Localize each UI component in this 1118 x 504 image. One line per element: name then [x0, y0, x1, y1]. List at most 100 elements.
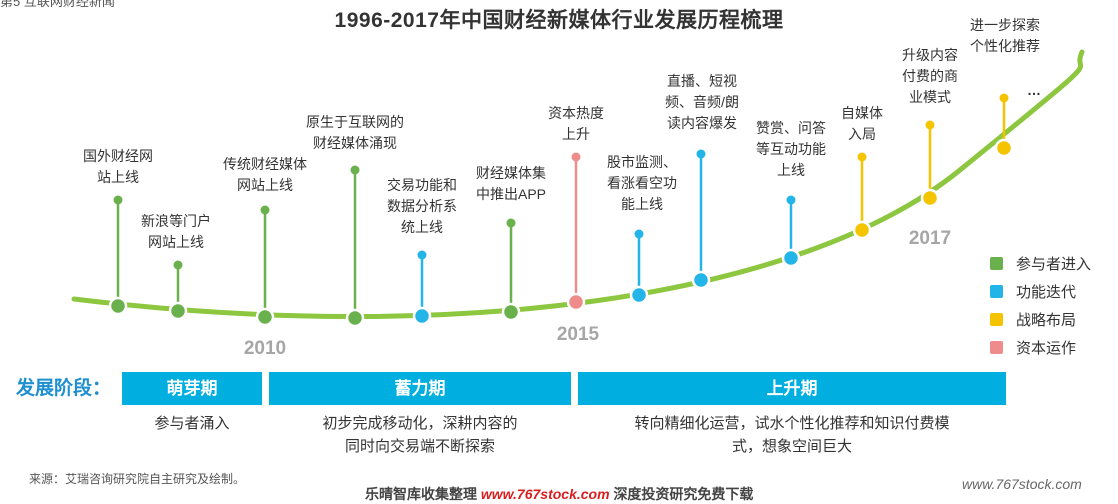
event-stem-tip-2 [173, 260, 183, 270]
event-dot-13 [994, 138, 1014, 158]
event-label-line: 网站上线 [237, 177, 293, 193]
stage-desc-rise: 转向精细化运营，试水个性化推荐和知识付费模 式，想象空间巨大 [578, 412, 1006, 458]
event-label-line: 财经媒体涌现 [313, 135, 397, 151]
event-label-line: 赞赏、问答 [756, 120, 826, 136]
event-label-line: 交易功能和 [387, 177, 457, 193]
stage-bar-accumulate: 蓄力期 [269, 372, 571, 405]
stage-desc-line: 同时向交易端不断探索 [344, 438, 495, 455]
event-label-1: 国外财经网 站上线 [83, 146, 153, 188]
event-label-line: 入局 [848, 126, 876, 142]
event-label-line: 资本热度 [548, 105, 604, 121]
event-stem-tip-13 [999, 93, 1009, 103]
diagram-title: 1996-2017年中国财经新媒体行业发展历程梳理 [334, 9, 784, 32]
event-label-line: 看涨看空功 [607, 175, 677, 191]
stage-desc-line: 转向精细化运营，试水个性化推荐和知识付费模 [634, 415, 950, 432]
event-dot-2 [168, 301, 188, 321]
legend-item-function: 功能迭代 [990, 283, 1076, 303]
event-stem-tip-10 [786, 195, 796, 205]
event-stem-tip-11 [857, 152, 867, 162]
event-dot-6 [501, 302, 521, 322]
event-label-line: 数据分析系 [387, 198, 457, 214]
event-dot-3 [255, 307, 275, 327]
event-dot-10 [781, 248, 801, 268]
legend-swatch-function [990, 285, 1003, 298]
event-label-line: 付费的商 [902, 68, 958, 84]
legend-label: 战略布局 [1016, 312, 1077, 329]
legend-label: 资本运作 [1016, 340, 1077, 357]
event-label-2: 新浪等门户 网站上线 [141, 211, 211, 253]
watermark-banner: 乐晴智库收集整理 www.767stock.com 深度投资研究免费下载 [365, 484, 753, 504]
event-label-line: 升级内容 [902, 47, 958, 63]
watermark-url: www.767stock.com [480, 486, 610, 502]
event-label-line: 原生于互联网的 [306, 114, 404, 130]
legend-label: 参与者进入 [1016, 256, 1092, 273]
stage-bar-rise: 上升期 [578, 372, 1006, 405]
legend-swatch-strategy [990, 313, 1003, 326]
event-dot-1 [108, 296, 128, 316]
event-label-5: 交易功能和数据分析系统上线 [387, 175, 457, 238]
event-label-line: 股市监测、 [607, 154, 677, 170]
stage-bar-sprout: 萌芽期 [122, 372, 262, 405]
legend-item-capital: 资本运作 [990, 339, 1076, 359]
more-events-ellipsis: … [1027, 82, 1041, 98]
event-stem-tip-8 [634, 229, 644, 239]
event-stem-tip-7 [571, 152, 581, 162]
event-stem-tip-3 [260, 205, 270, 215]
event-label-line: 财经媒体集 [475, 165, 546, 181]
watermark-suffix: 深度投资研究免费下载 [613, 486, 754, 502]
event-label-3: 传统财经媒体 网站上线 [223, 154, 307, 196]
stage-desc-line: 初步完成移动化，深耕内容的 [322, 415, 518, 432]
event-label-12: 升级内容付费的商业模式 [902, 45, 958, 108]
event-label-line: 统上线 [401, 219, 443, 235]
event-label-8: 股市监测、看涨看空功能上线 [607, 152, 677, 215]
event-label-6: 财经媒体集中推出APP [476, 163, 546, 205]
source-note: 来源：艾瑞咨询研究院自主研究及绘制。 [29, 472, 246, 486]
event-label-9: 直播、短视频、音频/朗 读内容爆发 [665, 71, 739, 134]
event-label-line: 能上线 [621, 196, 663, 212]
event-label-line: 中推出APP [475, 186, 547, 202]
legend-label: 功能迭代 [1016, 284, 1077, 301]
event-dot-5 [412, 306, 432, 326]
event-label-13: 进一步探索个性化推荐 [970, 15, 1040, 57]
event-label-line: 个性化推荐 [970, 38, 1040, 54]
event-stem-tip-12 [925, 120, 935, 130]
event-label-7: 资本热度 上升 [548, 103, 604, 145]
stage-desc-line: 参与者涌入 [154, 415, 230, 432]
event-label-line: 网站上线 [148, 234, 204, 250]
event-stem-tip-1 [113, 195, 123, 205]
event-stem-tip-5 [417, 250, 427, 260]
year-label-2015: 2015 [556, 324, 600, 345]
legend-item-strategy: 战略布局 [990, 311, 1076, 331]
year-label-2017: 2017 [908, 228, 952, 249]
event-dot-4 [345, 308, 365, 328]
event-label-line: 直播、短视 [666, 73, 737, 89]
event-label-line: 站上线 [97, 169, 139, 185]
event-label-line: 业模式 [909, 89, 951, 105]
event-label-line: 国外财经网 [83, 148, 153, 164]
watermark-corner: www.767stock.com [962, 476, 1082, 492]
legend-swatch-participant [990, 257, 1003, 270]
event-dot-11 [852, 220, 872, 240]
event-dot-9 [691, 270, 711, 290]
legend-item-participant: 参与者进入 [990, 255, 1091, 275]
event-label-line: 频、音频/朗 [665, 94, 739, 110]
event-dot-12 [920, 188, 940, 208]
legend-swatch-capital [990, 341, 1003, 354]
event-label-line: 自媒体 [841, 105, 883, 121]
event-label-line: 传统财经媒体 [223, 156, 307, 172]
event-dot-8 [629, 285, 649, 305]
stage-desc-sprout: 参与者涌入 [122, 412, 262, 435]
event-stem-tip-6 [506, 218, 516, 228]
event-stem-tip-9 [696, 149, 706, 159]
year-label-2010: 2010 [243, 338, 287, 359]
event-label-line: 等互动功能 [756, 141, 826, 157]
event-label-line: 新浪等门户 [141, 213, 211, 229]
stage-heading: 发展阶段： [16, 378, 112, 399]
event-label-11: 自媒体 入局 [841, 103, 883, 145]
event-dot-7 [566, 292, 586, 312]
event-label-line: 读内容爆发 [666, 115, 737, 131]
event-label-line: 进一步探索 [970, 17, 1040, 33]
event-label-4: 原生于互联网的 财经媒体涌现 [306, 112, 404, 154]
event-label-line: 上线 [777, 162, 805, 178]
